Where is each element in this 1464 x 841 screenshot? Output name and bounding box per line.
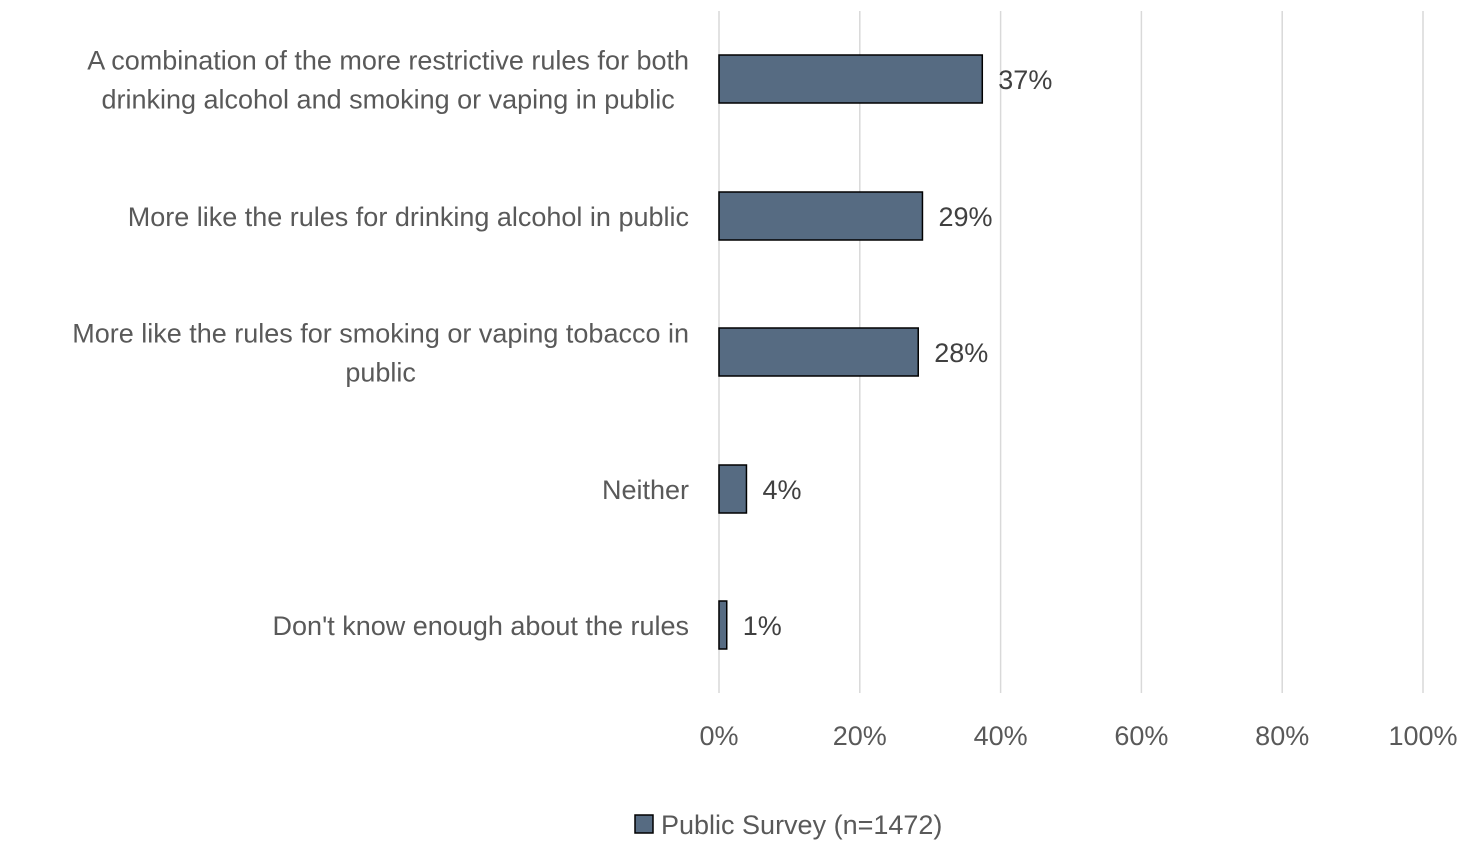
x-tick-label-40: 40% (974, 721, 1028, 751)
bar-4 (718, 600, 728, 650)
data-labels: 37% 29% 28% 4% 1% (743, 65, 1053, 641)
data-label-3: 4% (762, 475, 801, 505)
category-label-1: More like the rules for drinking alcohol… (128, 202, 689, 232)
x-tick-label-20: 20% (833, 721, 887, 751)
category-label-4: Don't know enough about the rules (273, 611, 689, 641)
bar-2 (718, 327, 919, 377)
legend-label: Public Survey (n=1472) (661, 810, 942, 840)
data-label-1: 29% (938, 202, 992, 232)
x-axis-tick-labels: 0% 20% 40% 60% 80% 100% (699, 721, 1457, 751)
bars (718, 54, 984, 650)
legend: Public Survey (n=1472) (634, 810, 942, 840)
data-label-0: 37% (998, 65, 1052, 95)
bar-1 (718, 191, 924, 241)
x-tick-label-100: 100% (1388, 721, 1457, 751)
gridlines (718, 11, 1424, 693)
data-label-2: 28% (934, 338, 988, 368)
category-label-0-line-1: drinking alcohol and smoking or vaping i… (101, 85, 674, 115)
category-label-3: Neither (602, 475, 689, 505)
legend-swatch (634, 814, 654, 834)
x-tick-label-60: 60% (1114, 721, 1168, 751)
category-label-2-line-1: public (345, 358, 416, 388)
x-tick-label-0: 0% (699, 721, 738, 751)
category-labels: A combination of the more restrictive ru… (72, 46, 689, 642)
x-tick-label-80: 80% (1255, 721, 1309, 751)
bar-3 (718, 464, 748, 514)
bar-0 (718, 54, 984, 104)
category-label-0-line-0: A combination of the more restrictive ru… (87, 46, 689, 76)
data-label-4: 1% (743, 611, 782, 641)
category-label-2-line-0: More like the rules for smoking or vapin… (72, 319, 689, 349)
